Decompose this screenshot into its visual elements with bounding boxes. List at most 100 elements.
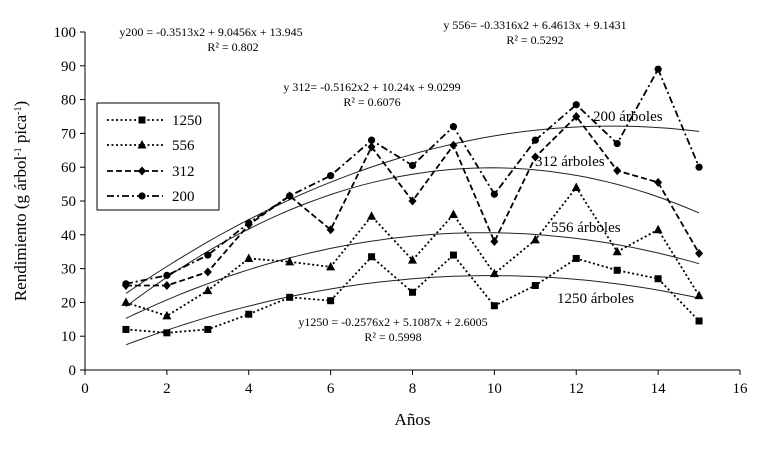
- series-layer: [121, 65, 704, 337]
- data-point-200: [490, 190, 498, 198]
- y-tick-label: 20: [61, 295, 76, 311]
- x-tick-label: 4: [245, 381, 253, 397]
- data-point-556: [244, 253, 254, 262]
- curve-label-312: 312 árboles: [535, 154, 605, 170]
- legend-marker: [138, 166, 146, 176]
- data-point-1250: [327, 297, 335, 305]
- series-1250: [122, 251, 703, 337]
- data-point-1250: [409, 288, 416, 296]
- data-point-556: [408, 255, 417, 264]
- data-point-556: [326, 261, 336, 271]
- x-tick-label: 6: [327, 381, 335, 397]
- legend-label: 556: [172, 138, 195, 154]
- axes: 0 10 20 30 40 50 60 70 80 90 100 0 2 4 6 8 10 12 14 16 Años R…: [11, 25, 748, 429]
- data-point-312: [695, 248, 704, 258]
- data-point-1250: [204, 325, 212, 333]
- y-tick-label: 80: [61, 93, 76, 109]
- y-axis-title-part: pica: [11, 114, 30, 147]
- data-point-200: [449, 123, 458, 131]
- data-point-200: [163, 271, 171, 279]
- data-point-312: [203, 267, 212, 277]
- x-tick-label: 12: [569, 381, 584, 397]
- data-point-312: [449, 140, 458, 150]
- curve-label-1250: 1250 árboles: [557, 291, 634, 307]
- data-point-312: [408, 196, 417, 206]
- data-point-312: [531, 152, 540, 162]
- annotations: y200 = -0.3513x2 + 9.0456x + 13.945 R² = …: [119, 18, 662, 344]
- y-axis-title-part: Rendimiento (g árbol: [11, 155, 30, 301]
- data-point-556: [653, 224, 663, 234]
- data-point-200: [572, 101, 580, 109]
- equation-312: y 312= -0.5162x2 + 10.24x + 9.0299: [283, 80, 460, 94]
- y-tick-label: 30: [61, 262, 76, 278]
- y-tick-label: 60: [61, 160, 76, 176]
- data-point-556: [203, 285, 213, 295]
- equation-200: y200 = -0.3513x2 + 9.0456x + 13.945: [119, 25, 302, 39]
- data-point-200: [408, 161, 417, 170]
- legend-item-200: 200: [107, 189, 195, 205]
- data-point-1250: [572, 254, 580, 262]
- data-point-312: [367, 142, 376, 152]
- trendline-200: [125, 125, 700, 294]
- legend: 1250 556 312 200: [96, 102, 220, 211]
- data-point-556: [694, 290, 704, 300]
- curve-label-556: 556 árboles: [551, 220, 621, 236]
- data-point-556: [448, 209, 458, 219]
- data-point-1250: [490, 302, 498, 310]
- equation-556: y 556= -0.3316x2 + 6.4613x + 9.1431: [443, 18, 626, 32]
- data-point-200: [327, 172, 335, 180]
- data-point-1250: [368, 253, 376, 261]
- x-tick-label: 2: [163, 381, 171, 397]
- series-556: [121, 182, 704, 320]
- data-point-200: [122, 280, 130, 288]
- series-line-556: [125, 185, 700, 317]
- data-point-312: [654, 177, 663, 187]
- data-point-200: [245, 219, 253, 227]
- y-tick-label: 70: [61, 126, 76, 142]
- x-tick-label: 14: [651, 381, 667, 397]
- data-point-556: [530, 234, 540, 244]
- data-point-312: [326, 225, 335, 235]
- x-tick-label: 10: [487, 381, 502, 397]
- data-point-556: [121, 297, 131, 306]
- data-point-200: [654, 65, 662, 73]
- data-point-1250: [245, 310, 253, 318]
- data-point-200: [204, 251, 212, 259]
- y-tick-label: 0: [69, 363, 77, 379]
- data-point-312: [572, 112, 581, 121]
- x-tick-label: 8: [409, 381, 417, 397]
- data-point-1250: [695, 317, 703, 325]
- legend-label: 1250: [172, 113, 202, 129]
- data-point-200: [531, 136, 539, 144]
- data-point-1250: [613, 266, 621, 274]
- data-point-556: [285, 256, 295, 266]
- y-axis-title-superscript: -1: [13, 106, 24, 114]
- data-point-1250: [122, 325, 130, 333]
- data-point-312: [162, 281, 171, 290]
- r2-1250: R² = 0.5998: [364, 330, 421, 344]
- series-200: [122, 65, 703, 288]
- y-tick-label: 90: [61, 59, 76, 75]
- legend-item-1250: 1250: [107, 113, 202, 129]
- legend-item-556: 556: [107, 138, 195, 154]
- data-point-200: [613, 139, 621, 148]
- equation-1250: y1250 = -0.2576x2 + 5.1087x + 2.6005: [298, 315, 487, 329]
- legend-item-312: 312: [107, 164, 195, 180]
- data-point-1250: [531, 282, 539, 289]
- data-point-200: [695, 163, 703, 171]
- data-point-556: [612, 246, 622, 256]
- data-point-556: [571, 182, 581, 191]
- data-point-312: [613, 166, 622, 176]
- data-point-200: [367, 136, 376, 144]
- legend-label: 312: [172, 164, 195, 180]
- y-axis-title: Rendimiento (g árbol-1 pica-1): [11, 101, 30, 301]
- data-point-1250: [654, 275, 662, 283]
- data-point-1250: [163, 329, 171, 337]
- legend-marker: [138, 192, 146, 200]
- curve-label-200: 200 árboles: [593, 109, 663, 125]
- r2-312: R² = 0.6076: [343, 95, 400, 109]
- x-tick-label: 0: [81, 381, 89, 397]
- y-tick-label: 10: [61, 329, 76, 345]
- legend-marker: [138, 116, 146, 124]
